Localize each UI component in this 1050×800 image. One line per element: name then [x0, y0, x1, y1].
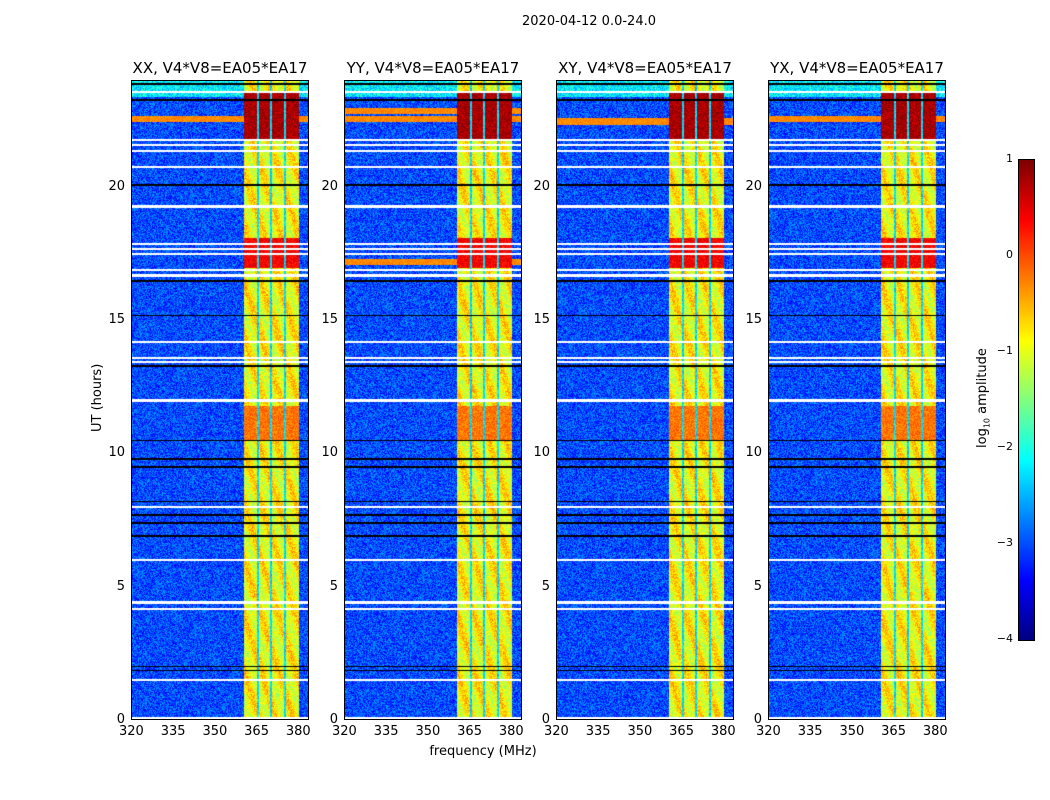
colorbar-tick-label: −3 — [996, 536, 1013, 549]
x-tick-label: 365 — [244, 724, 269, 739]
panel-title: XY, V4*V8=EA05*EA17 — [558, 59, 732, 77]
colorbar-tick-label: 1 — [1006, 152, 1013, 165]
figure-title: 2020-04-12 0.0-24.0 — [522, 14, 656, 29]
y-tick-label: 15 — [321, 312, 338, 327]
x-tick-label: 320 — [332, 724, 357, 739]
x-tick-label: 380 — [285, 724, 311, 739]
x-tick-label: 350 — [202, 724, 228, 739]
x-tick-label: 365 — [669, 724, 694, 739]
y-tick-label: 20 — [108, 178, 125, 194]
x-tick-label: 380 — [498, 724, 524, 739]
spectrogram-panel-yy — [344, 80, 522, 720]
x-tick-label: 365 — [881, 724, 906, 739]
colorbar-tick-label: 0 — [1006, 248, 1013, 261]
spectrogram-image — [345, 81, 521, 719]
x-axis-label: frequency (MHz) — [429, 744, 537, 759]
y-tick-label: 15 — [533, 312, 550, 327]
panel-title: YX, V4*V8=EA05*EA17 — [770, 59, 944, 77]
spectrogram-image — [132, 81, 308, 719]
x-tick-label: 335 — [160, 724, 186, 739]
y-tick-label: 15 — [108, 312, 125, 327]
x-tick-label: 350 — [415, 724, 441, 739]
y-tick-label: 5 — [541, 578, 550, 594]
x-tick-label: 320 — [544, 724, 569, 739]
panel-title: YY, V4*V8=EA05*EA17 — [346, 59, 520, 77]
x-tick-label: 335 — [585, 724, 611, 739]
x-tick-label: 380 — [710, 724, 736, 739]
spectrogram-image — [557, 81, 733, 719]
x-tick-label: 350 — [627, 724, 653, 739]
spectrogram-panel-yx — [768, 80, 946, 720]
colorbar-tick-label: −4 — [996, 632, 1013, 645]
y-tick-label: 10 — [533, 445, 550, 461]
y-tick-label: 0 — [753, 712, 762, 727]
x-tick-label: 380 — [922, 724, 948, 739]
spectrogram-panel-xy — [556, 80, 734, 720]
x-tick-label: 350 — [839, 724, 865, 739]
y-tick-label: 20 — [533, 178, 550, 194]
x-tick-label: 365 — [457, 724, 482, 739]
y-tick-label: 15 — [745, 312, 762, 327]
y-tick-label: 20 — [745, 178, 762, 194]
y-tick-label: 10 — [745, 445, 762, 461]
y-tick-label: 5 — [116, 578, 125, 594]
x-tick-label: 320 — [756, 724, 781, 739]
colorbar-tick-label: −1 — [996, 344, 1013, 357]
y-tick-label: 10 — [108, 445, 125, 461]
x-tick-label: 335 — [373, 724, 399, 739]
x-tick-label: 335 — [797, 724, 823, 739]
y-tick-label: 5 — [329, 578, 338, 594]
y-tick-label: 0 — [116, 712, 125, 727]
colorbar-label: log10 amplitude — [975, 348, 992, 448]
y-axis-label: UT (hours) — [90, 363, 105, 432]
y-tick-label: 0 — [541, 712, 550, 727]
y-tick-label: 10 — [321, 445, 338, 461]
panel-title: XX, V4*V8=EA05*EA17 — [132, 59, 308, 77]
spectrogram-panel-xx — [131, 80, 309, 720]
y-tick-label: 0 — [329, 712, 338, 727]
colorbar — [1018, 159, 1035, 641]
colorbar-tick-label: −2 — [996, 440, 1013, 453]
x-tick-label: 320 — [119, 724, 144, 739]
spectrogram-image — [769, 81, 945, 719]
y-tick-label: 20 — [321, 178, 338, 194]
y-tick-label: 5 — [753, 578, 762, 594]
